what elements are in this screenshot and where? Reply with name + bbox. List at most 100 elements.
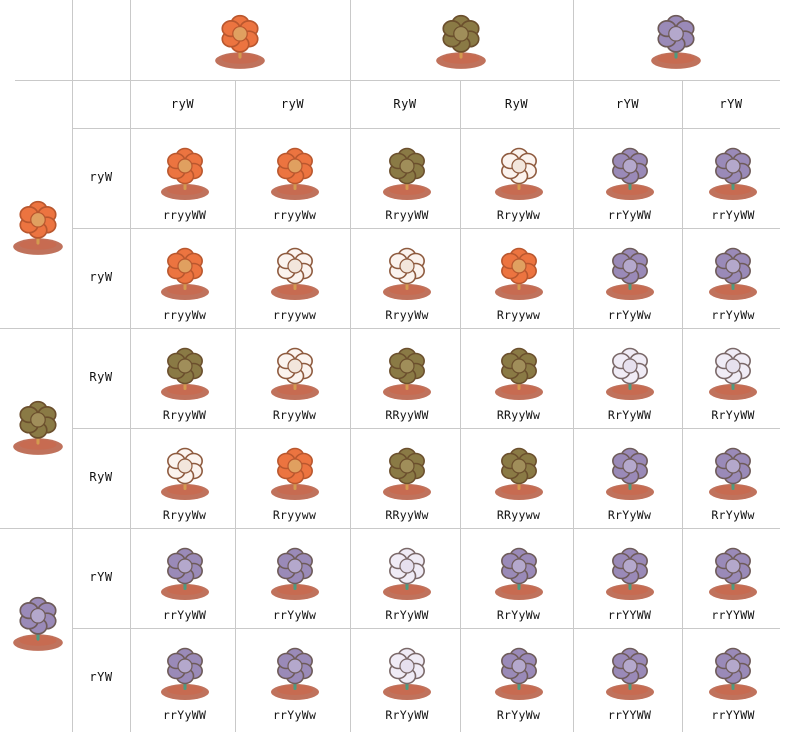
offspring-flower (703, 342, 763, 402)
offspring-flower-icon (605, 347, 654, 400)
offspring-genotype: rrYyWW (711, 208, 755, 222)
offspring-flower (265, 442, 325, 502)
offspring-flower (600, 342, 660, 402)
offspring-genotype: rrYyWw (711, 308, 755, 322)
offspring-flower-icon (160, 347, 209, 400)
offspring-flower-icon (494, 347, 543, 400)
offspring-genotype: rrYyWW (162, 608, 207, 622)
offspring-flower (377, 242, 437, 302)
column-genotype-header: rYW (719, 97, 743, 111)
offspring-flower (600, 242, 660, 302)
offspring-flower (377, 542, 437, 602)
offspring-flower (489, 642, 549, 702)
offspring-flower (377, 142, 437, 202)
grid-line (0, 328, 72, 329)
offspring-genotype: RrYyWW (711, 408, 755, 422)
offspring-flower-icon (605, 147, 654, 200)
offspring-flower-icon (270, 547, 319, 600)
offspring-genotype: RryyWw (496, 208, 541, 222)
offspring-genotype: RRyyww (496, 508, 541, 522)
offspring-genotype: RRyyWw (496, 408, 541, 422)
offspring-flower (703, 142, 763, 202)
offspring-genotype: RrYyWW (385, 708, 429, 722)
offspring-genotype: Rryyww (496, 308, 541, 322)
offspring-flower-icon (709, 147, 757, 200)
left-parent-flower-3 (7, 591, 69, 653)
grid-line (130, 0, 131, 732)
grid-line (0, 328, 780, 329)
offspring-flower (265, 142, 325, 202)
offspring-genotype: rryyWw (162, 308, 207, 322)
row-genotype-header: rYW (89, 570, 113, 584)
offspring-genotype: RrYyWW (607, 408, 652, 422)
offspring-flower-icon (270, 647, 319, 700)
offspring-genotype: RrYyWw (496, 608, 541, 622)
offspring-flower (377, 442, 437, 502)
offspring-genotype: rrYyWW (607, 208, 652, 222)
grid-line (350, 0, 351, 732)
offspring-flower (703, 442, 763, 502)
top-parent-flower-1-icon (215, 14, 265, 69)
offspring-flower (600, 142, 660, 202)
offspring-flower (703, 542, 763, 602)
offspring-flower (377, 642, 437, 702)
column-genotype-header: ryW (280, 97, 305, 111)
row-genotype-header: RyW (89, 470, 113, 484)
grid-line (0, 528, 780, 529)
offspring-flower (600, 642, 660, 702)
offspring-flower (377, 342, 437, 402)
offspring-flower-icon (709, 347, 757, 400)
offspring-flower (489, 442, 549, 502)
top-parent-flower-3-icon (651, 14, 701, 69)
offspring-genotype: RrYyWw (496, 708, 541, 722)
offspring-genotype: RrYyWw (607, 508, 652, 522)
offspring-flower-icon (160, 147, 209, 200)
offspring-flower-icon (605, 447, 654, 500)
offspring-genotype: rrYYWW (607, 708, 652, 722)
offspring-genotype: rryyww (272, 308, 317, 322)
offspring-flower-icon (160, 547, 209, 600)
top-parent-flower-1 (209, 9, 271, 71)
offspring-flower (265, 542, 325, 602)
offspring-flower-icon (709, 247, 757, 300)
offspring-genotype: RryyWw (272, 408, 317, 422)
offspring-flower (265, 342, 325, 402)
offspring-flower (600, 542, 660, 602)
offspring-flower-icon (605, 247, 654, 300)
left-parent-flower-2-icon (13, 400, 63, 455)
grid-line (235, 80, 236, 732)
grid-line (72, 628, 780, 629)
offspring-genotype: rrYYWW (607, 608, 652, 622)
offspring-genotype: RryyWW (162, 408, 207, 422)
offspring-genotype: Rryyww (272, 508, 317, 522)
left-parent-flower-3-icon (13, 596, 63, 651)
offspring-flower-icon (709, 647, 757, 700)
offspring-flower (489, 242, 549, 302)
offspring-flower (489, 542, 549, 602)
top-parent-flower-2-icon (436, 14, 486, 69)
offspring-flower (155, 142, 215, 202)
offspring-flower-icon (494, 547, 543, 600)
offspring-genotype: rryyWW (162, 208, 207, 222)
offspring-flower-icon (160, 247, 209, 300)
offspring-genotype: RryyWw (162, 508, 207, 522)
grid-line (72, 128, 780, 129)
offspring-flower-icon (383, 247, 431, 300)
offspring-genotype: RryyWw (385, 308, 429, 322)
left-parent-flower-2 (7, 395, 69, 457)
offspring-flower-icon (383, 647, 431, 700)
offspring-genotype: rryyWw (272, 208, 317, 222)
column-genotype-header: RyW (393, 97, 417, 111)
top-parent-flower-2 (430, 9, 492, 71)
row-genotype-header: ryW (89, 270, 113, 284)
offspring-flower (155, 642, 215, 702)
offspring-genotype: rrYyWw (607, 308, 652, 322)
grid-line (72, 0, 73, 732)
offspring-genotype: rrYyWW (162, 708, 207, 722)
offspring-flower (155, 342, 215, 402)
offspring-flower-icon (160, 447, 209, 500)
grid-line (15, 80, 780, 81)
left-parent-flower-1 (7, 195, 69, 257)
offspring-flower-icon (270, 247, 319, 300)
